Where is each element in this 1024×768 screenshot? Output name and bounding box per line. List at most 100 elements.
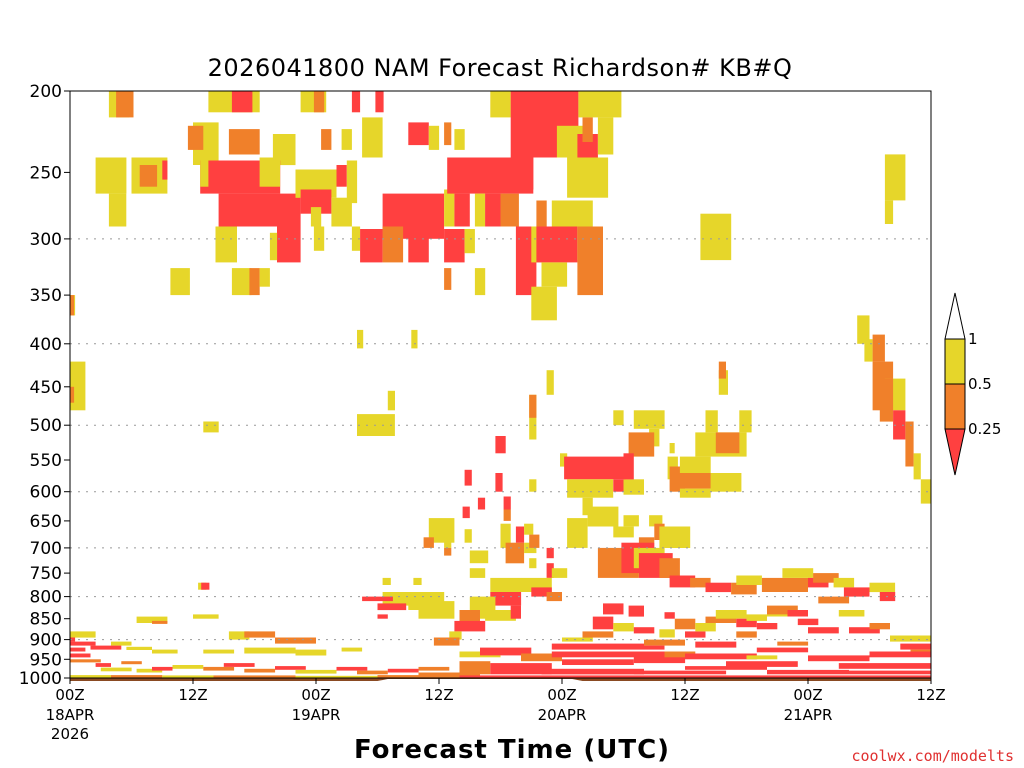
- heat-cell: [649, 515, 663, 527]
- y-tick-label: 850: [30, 610, 62, 630]
- heat-cell: [485, 193, 501, 227]
- heat-cell: [170, 268, 190, 296]
- heat-cell: [193, 614, 219, 619]
- heat-cell: [495, 473, 503, 492]
- heat-cell: [162, 675, 214, 678]
- heat-cell: [515, 526, 525, 543]
- heat-cell: [515, 226, 537, 296]
- heat-cell: [679, 488, 711, 498]
- heat-cell: [560, 453, 568, 467]
- heat-cell: [521, 653, 562, 662]
- heat-cell: [295, 675, 378, 678]
- y-tick-label: 950: [30, 650, 62, 670]
- heat-cell: [449, 631, 462, 640]
- heat-cell: [551, 200, 593, 227]
- heat-cell: [710, 473, 742, 492]
- heat-cell: [869, 651, 931, 658]
- heat-cell: [869, 582, 896, 593]
- heat-cell: [244, 647, 296, 654]
- x-tick-date: 20APR: [538, 706, 587, 724]
- heat-cell: [464, 469, 472, 486]
- heat-cell: [277, 226, 301, 263]
- heat-cell: [659, 558, 680, 578]
- heat-cell: [70, 386, 75, 403]
- heat-cell: [259, 157, 281, 187]
- heat-cell: [578, 91, 622, 118]
- heat-cell: [808, 655, 870, 662]
- heat-cell: [377, 614, 388, 619]
- heat-cell: [136, 616, 168, 623]
- heat-cell: [70, 647, 86, 652]
- x-tick-label: 12Z: [670, 686, 699, 704]
- heat-cell: [90, 645, 122, 650]
- heat-cell: [849, 627, 880, 634]
- heat-cell: [603, 603, 624, 615]
- heat-cell: [454, 193, 470, 227]
- heat-cell: [705, 582, 732, 593]
- heat-cell: [375, 91, 384, 113]
- heat-cell: [231, 268, 252, 296]
- heat-cell: [454, 620, 486, 632]
- heat-cell: [644, 645, 665, 650]
- plot-frame: [69, 90, 932, 679]
- heat-cell: [336, 666, 368, 671]
- heat-cell: [562, 637, 593, 642]
- heat-cell: [587, 506, 619, 527]
- heat-cell: [879, 378, 894, 422]
- heat-cell: [623, 479, 644, 495]
- heat-cell: [310, 207, 322, 227]
- heat-cell: [685, 631, 706, 638]
- legend-box-orange: [944, 383, 966, 430]
- y-axis: 200 250 300 350 400 450 500 550 600 650 700 750 8008…: [19, 82, 70, 689]
- heat-cell: [200, 157, 209, 187]
- heat-cell: [503, 496, 511, 510]
- y-tick-label: 900: [30, 631, 62, 651]
- heat-cell: [469, 568, 486, 578]
- heat-cell: [767, 605, 798, 615]
- x-tick-label: 00Z: [301, 686, 330, 704]
- heat-cell: [490, 91, 511, 118]
- heat-cell: [259, 268, 270, 287]
- x-axis-label: Forecast Time (UTC): [354, 735, 670, 765]
- heat-cell: [357, 329, 364, 349]
- heat-cell: [428, 125, 440, 150]
- heat-cell: [462, 506, 470, 519]
- heat-cell: [623, 453, 634, 480]
- heat-cell: [223, 663, 255, 667]
- heat-cell: [433, 637, 460, 646]
- heat-cell: [321, 129, 332, 150]
- heat-cell: [833, 577, 855, 588]
- heat-cell: [336, 165, 347, 187]
- heat-cell: [505, 542, 525, 564]
- heat-cell: [272, 134, 296, 166]
- colorbar-legend: 1 0.5 0.25: [944, 292, 1001, 476]
- heat-cell: [249, 268, 260, 296]
- heat-cell: [295, 669, 337, 674]
- x-tick-date: 21APR: [784, 706, 833, 724]
- heat-cell: [377, 675, 460, 678]
- heat-cell: [718, 370, 728, 395]
- heat-cell: [162, 160, 168, 180]
- heat-cell: [685, 653, 757, 660]
- heat-cell: [187, 125, 204, 150]
- heat-cell: [172, 665, 204, 669]
- heat-cell: [275, 637, 316, 644]
- heat-cell: [464, 229, 475, 254]
- heat-cell: [295, 649, 327, 656]
- heat-cell: [444, 547, 452, 556]
- heat-cell: [905, 421, 914, 467]
- heat-cell: [633, 670, 727, 675]
- heat-cell: [70, 675, 111, 678]
- heat-cell: [444, 229, 465, 263]
- heat-cell: [761, 577, 808, 592]
- heat-cell: [592, 616, 614, 630]
- heat-cell: [423, 537, 434, 548]
- x-tick-label: 00Z: [547, 686, 576, 704]
- heat-cell: [121, 661, 142, 665]
- heat-cell: [613, 410, 624, 426]
- heat-cell: [664, 612, 675, 619]
- heat-cell: [695, 623, 716, 632]
- heat-cell: [869, 623, 890, 630]
- heat-cell: [357, 670, 388, 675]
